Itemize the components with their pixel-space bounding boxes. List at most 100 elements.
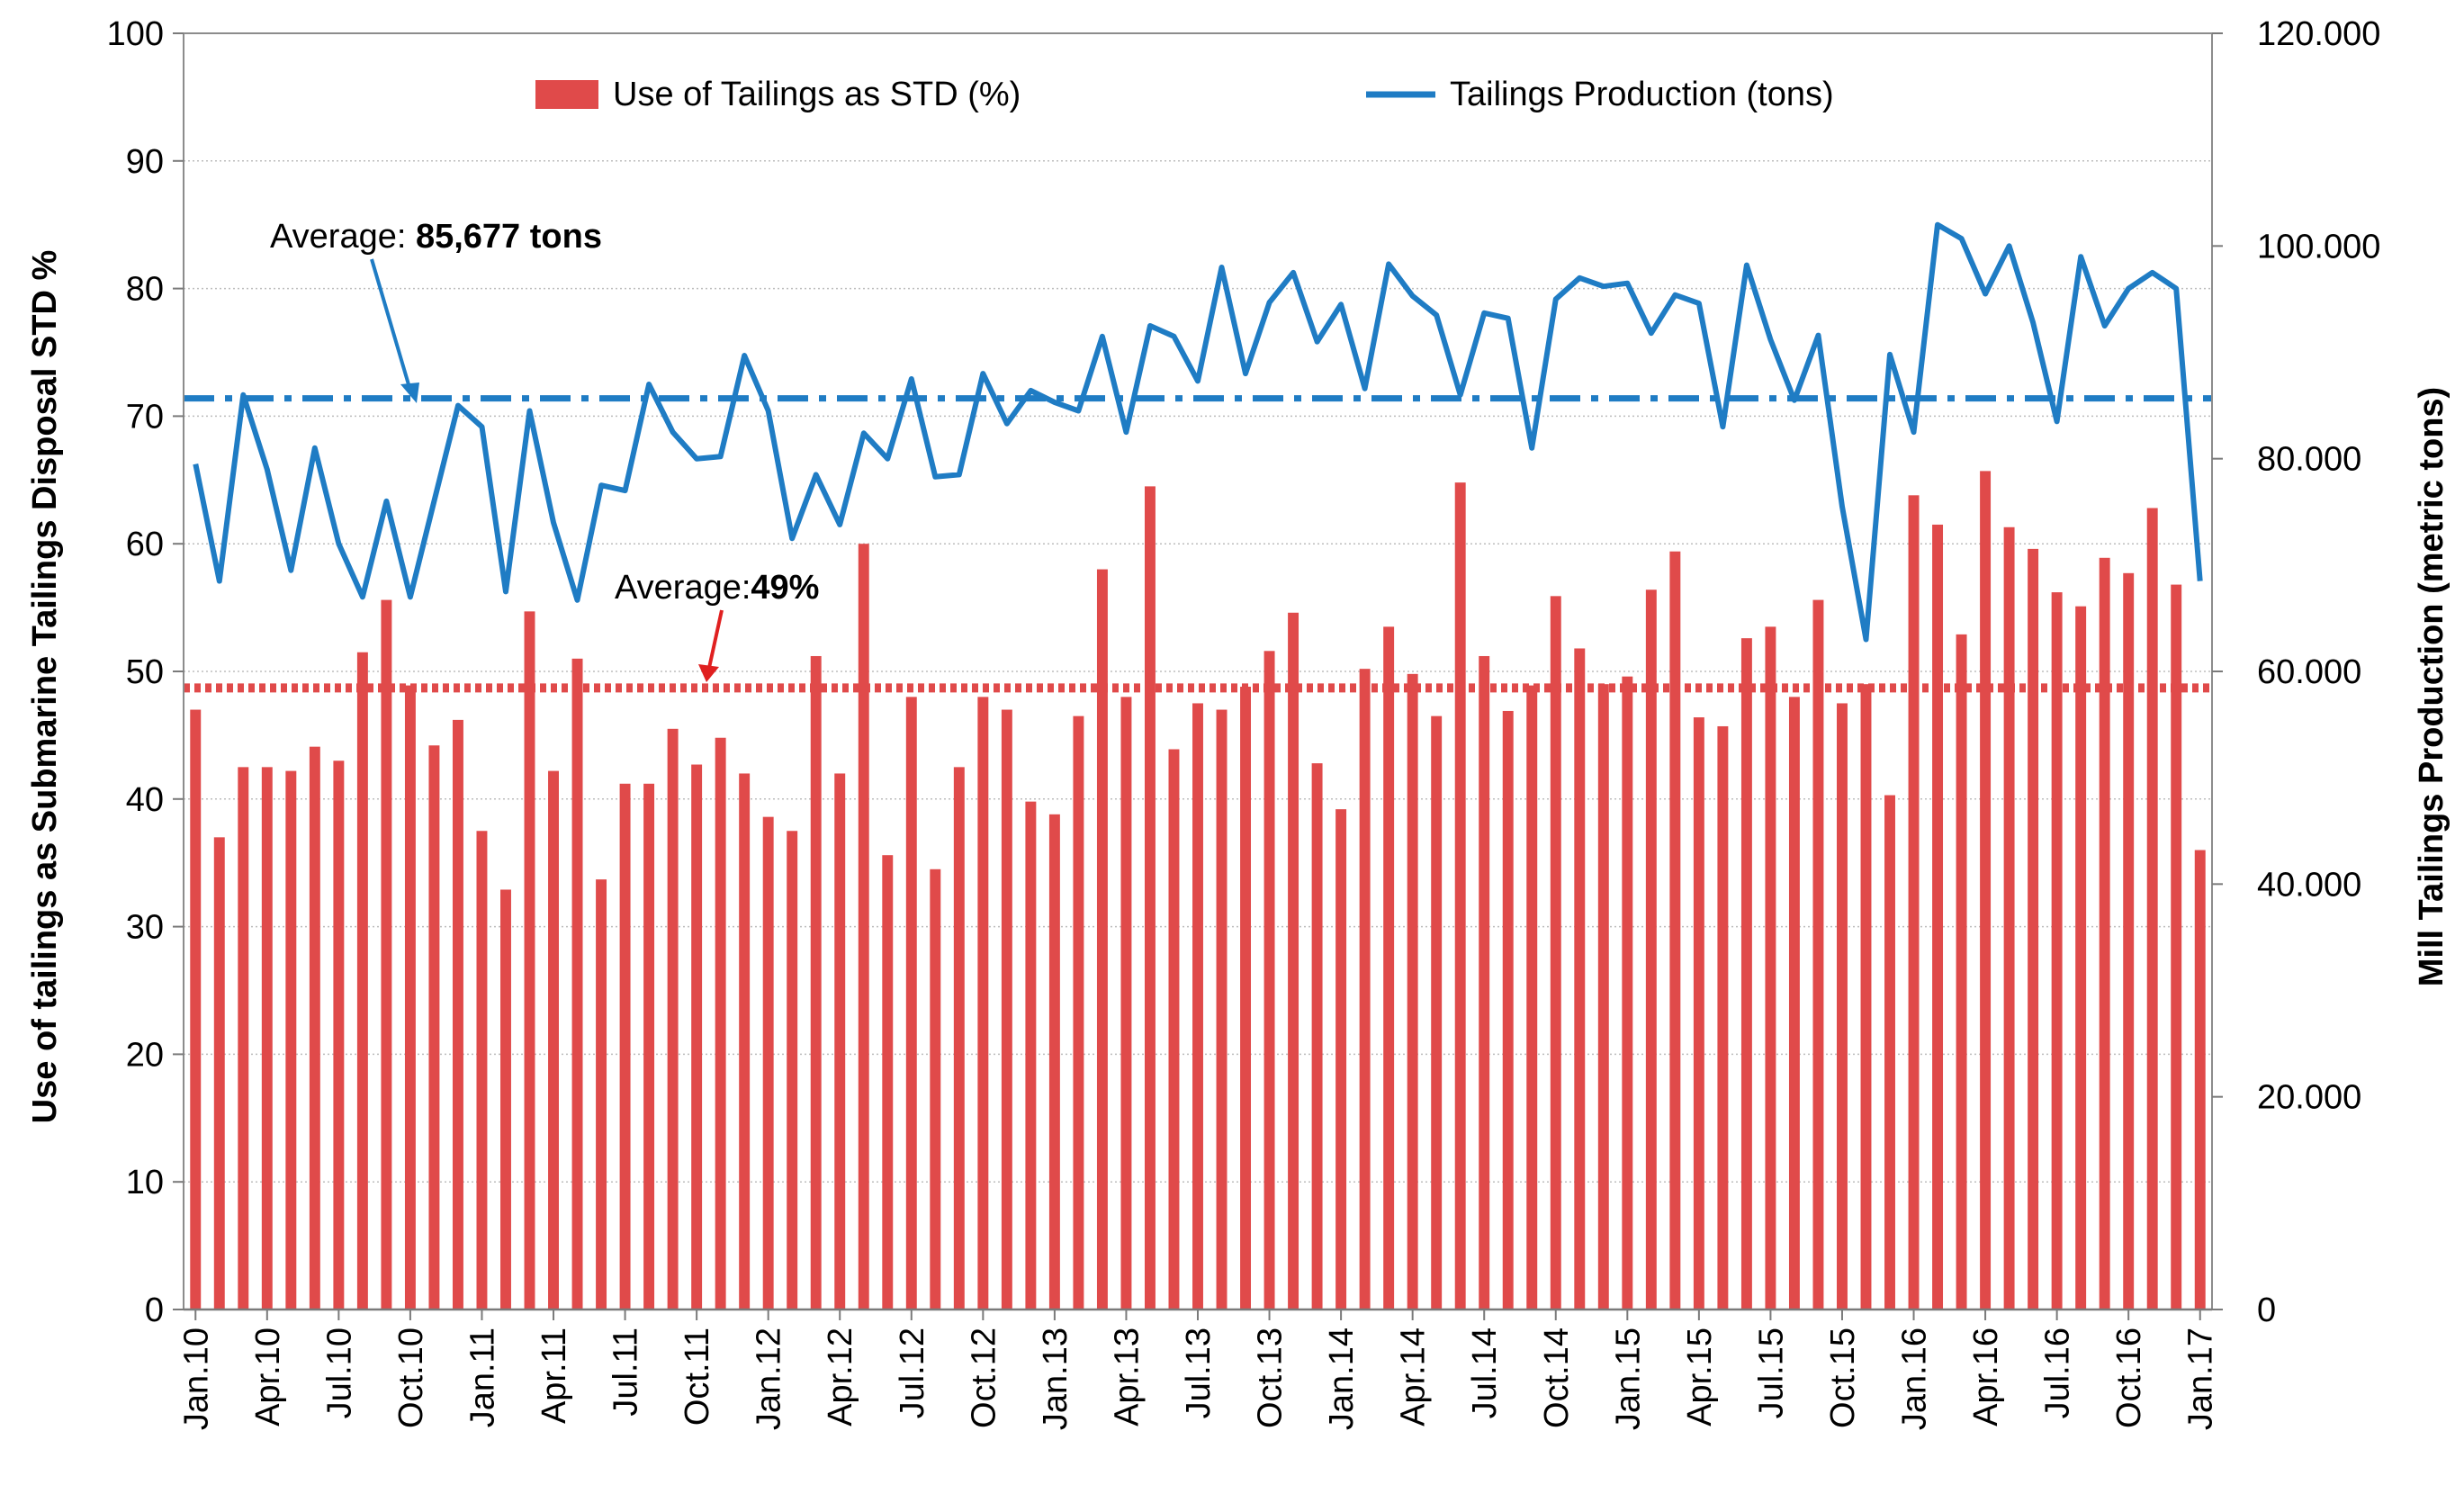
bar	[548, 770, 559, 1310]
bar	[1932, 524, 1944, 1310]
bar	[977, 697, 989, 1310]
left-tick-label: 40	[126, 781, 164, 819]
bar	[1980, 471, 1992, 1310]
bar	[1622, 676, 1633, 1310]
bar	[619, 783, 631, 1310]
bar	[787, 831, 798, 1310]
x-tick-label: Jul.10	[320, 1328, 358, 1418]
bar	[1431, 716, 1443, 1310]
bar	[882, 855, 894, 1310]
left-tick-label: 20	[126, 1036, 164, 1074]
left-tick-label: 100	[107, 15, 164, 53]
bar	[905, 697, 917, 1310]
bar	[1645, 590, 1657, 1310]
bar	[1502, 710, 1514, 1310]
bar	[261, 767, 273, 1310]
bar	[1765, 626, 1776, 1310]
bar	[1550, 596, 1561, 1310]
bar	[1669, 551, 1681, 1310]
std-average-annotation: Average:49%	[615, 569, 819, 607]
x-tick-label: Oct.15	[1824, 1328, 1862, 1428]
x-tick-label: Apr.16	[1967, 1328, 2005, 1426]
bar	[1693, 717, 1704, 1310]
bar	[1597, 684, 1609, 1310]
bar	[1288, 612, 1299, 1310]
bar	[404, 685, 416, 1310]
bar	[213, 837, 225, 1310]
bar	[1574, 648, 1586, 1310]
x-tick-label: Apr.13	[1108, 1328, 1146, 1426]
bar	[1335, 809, 1347, 1310]
right-axis-title: Mill Tailings Production (metric tons)	[2413, 387, 2451, 986]
line-series	[193, 221, 2203, 643]
left-tick-label: 70	[126, 398, 164, 436]
bar	[1240, 687, 1252, 1310]
bar	[2194, 850, 2206, 1310]
left-tick-label: 30	[126, 909, 164, 947]
bar	[1837, 703, 1848, 1310]
bar	[428, 745, 440, 1310]
bar	[1216, 709, 1228, 1310]
bar	[2099, 557, 2110, 1310]
x-tick-label: Oct.10	[392, 1328, 430, 1428]
bar	[1120, 697, 1132, 1310]
bar	[190, 709, 202, 1310]
bar	[238, 767, 249, 1310]
x-tick-label: Jul.16	[2039, 1328, 2077, 1418]
bar	[667, 728, 679, 1310]
bar	[1001, 709, 1012, 1310]
right-tick-label: 20.000	[2257, 1079, 2361, 1117]
x-tick-label: Apr.15	[1681, 1328, 1719, 1426]
bar	[1168, 749, 1180, 1310]
bar	[596, 879, 607, 1310]
bar	[1860, 684, 1872, 1310]
bar	[2171, 584, 2182, 1310]
bar	[2123, 572, 2135, 1310]
x-tick-label: Jan.11	[464, 1328, 502, 1427]
left-tick-label: 60	[126, 526, 164, 563]
bar	[2051, 592, 2063, 1310]
bar	[1908, 495, 1920, 1310]
bar	[1788, 697, 1800, 1310]
reference-lines	[184, 395, 2212, 693]
left-tick-label: 50	[126, 653, 164, 691]
x-tick-label: Jan.13	[1037, 1328, 1075, 1430]
bar	[309, 746, 320, 1310]
bar	[2146, 508, 2158, 1310]
right-tick-label: 0	[2257, 1292, 2276, 1329]
x-tick-label: Jan.15	[1609, 1328, 1647, 1430]
right-tick-label: 40.000	[2257, 866, 2361, 904]
bar	[1526, 685, 1538, 1310]
x-tick-label: Apr.14	[1395, 1328, 1433, 1426]
bar	[1096, 569, 1108, 1310]
bar	[1025, 801, 1037, 1310]
bar	[810, 655, 822, 1310]
bar	[1479, 655, 1490, 1310]
right-tick-label: 60.000	[2257, 653, 2361, 691]
bar	[930, 868, 941, 1310]
std-average-prefix: Average:	[615, 569, 751, 607]
tonnage-average-arrow	[370, 258, 412, 392]
bar	[762, 816, 774, 1310]
x-tick-label: Apr.11	[535, 1328, 573, 1424]
x-axis-ticks: Jan.10 Apr.10 Jul.10 Oct.10 Jan.11 Apr.11 Jul.…	[177, 1310, 2220, 1430]
std-average-value: 49%	[751, 569, 819, 607]
bar	[356, 652, 368, 1310]
bar	[1311, 763, 1323, 1310]
bar	[1717, 725, 1729, 1310]
bar	[953, 767, 965, 1310]
x-tick-label: Jul.12	[894, 1328, 931, 1418]
bar	[691, 764, 703, 1310]
bar	[1383, 626, 1395, 1310]
bar	[500, 889, 511, 1310]
bar	[1263, 651, 1275, 1310]
bar	[1407, 673, 1418, 1310]
bar	[2028, 548, 2039, 1310]
tonnage-average-arrowhead	[400, 382, 419, 403]
bar	[1144, 486, 1156, 1310]
bar	[333, 760, 345, 1310]
x-tick-label: Apr.10	[249, 1328, 287, 1426]
x-tick-label: Oct.13	[1252, 1328, 1290, 1428]
x-tick-label: Jul.13	[1180, 1328, 1218, 1418]
x-tick-label: Jul.14	[1466, 1328, 1504, 1418]
